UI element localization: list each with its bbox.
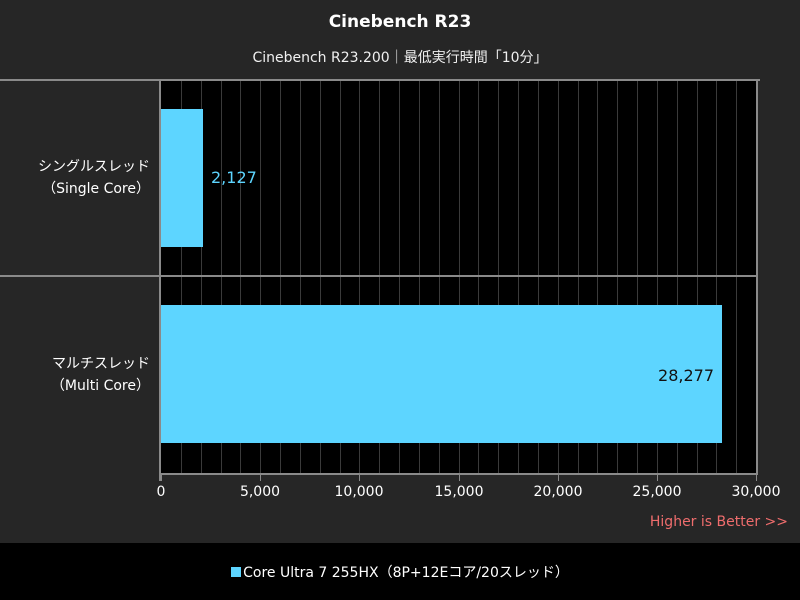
chart-subtitle: Cinebench R23.200｜最低実行時間「10分」: [252, 50, 548, 66]
category-label-jp: マルチスレッド: [52, 356, 150, 372]
x-axis-line: [159, 473, 758, 475]
y-axis-line: [159, 79, 161, 481]
gridline: [340, 81, 341, 473]
gridline: [320, 81, 321, 473]
gridline: [697, 81, 698, 473]
gridline: [359, 81, 360, 473]
x-tick: [359, 474, 360, 481]
gridline: [677, 81, 678, 473]
higher-is-better-note: Higher is Better >>: [649, 514, 788, 530]
x-tick: [459, 474, 460, 481]
x-tick-label: 0: [156, 484, 166, 500]
gridline: [597, 81, 598, 473]
gridline: [201, 81, 202, 473]
gridline: [181, 81, 182, 473]
gridline: [518, 81, 519, 473]
gridline: [578, 81, 579, 473]
chart-title: Cinebench R23: [328, 12, 472, 32]
category-label-en: （Multi Core）: [50, 378, 150, 394]
category-divider: [0, 275, 758, 277]
x-tick: [558, 474, 559, 481]
value-label-single: 2,127: [211, 168, 257, 187]
gridline: [399, 81, 400, 473]
gridline: [716, 81, 717, 473]
x-tick-label: 30,000: [731, 484, 781, 500]
category-label-multi: マルチスレッド （Multi Core）: [0, 353, 150, 397]
category-label-jp: シングルスレッド: [38, 159, 150, 175]
bar-single-core: [161, 109, 203, 247]
category-label-single: シングルスレッド （Single Core）: [0, 156, 150, 200]
gridline: [280, 81, 281, 473]
top-border: [0, 79, 760, 81]
gridline: [221, 81, 222, 473]
x-tick: [260, 474, 261, 481]
x-tick: [161, 474, 162, 481]
gridline: [637, 81, 638, 473]
right-border: [756, 79, 758, 475]
gridline: [657, 81, 658, 473]
gridline: [498, 81, 499, 473]
bar-multi-core: [161, 305, 722, 443]
x-tick: [657, 474, 658, 481]
x-tick-label: 10,000: [334, 484, 384, 500]
x-tick-label: 15,000: [434, 484, 484, 500]
x-tick-label: 20,000: [533, 484, 583, 500]
gridline: [439, 81, 440, 473]
gridline: [538, 81, 539, 473]
gridline: [240, 81, 241, 473]
x-tick: [756, 474, 757, 481]
gridline: [379, 81, 380, 473]
gridline: [617, 81, 618, 473]
gridline: [478, 81, 479, 473]
legend-swatch: [231, 567, 242, 577]
x-tick-label: 5,000: [239, 484, 281, 500]
gridline: [300, 81, 301, 473]
value-label-multi: 28,277: [658, 366, 714, 385]
legend-label: Core Ultra 7 255HX（8P+12Eコア/20スレッド）: [243, 565, 569, 581]
gridline: [459, 81, 460, 473]
legend: Core Ultra 7 255HX（8P+12Eコア/20スレッド）: [0, 562, 800, 582]
gridline: [736, 81, 737, 473]
category-label-en: （Single Core）: [42, 181, 150, 197]
gridline: [558, 81, 559, 473]
gridline: [419, 81, 420, 473]
gridline: [260, 81, 261, 473]
x-tick-label: 25,000: [632, 484, 682, 500]
